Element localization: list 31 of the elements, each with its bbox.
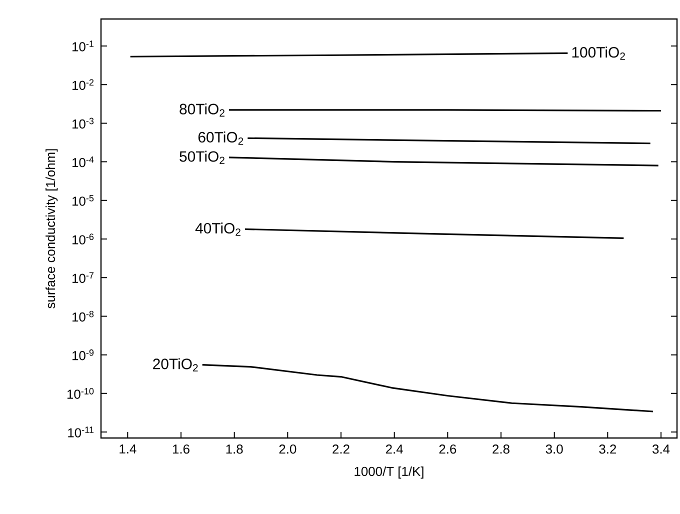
y-tick-label: 10$^{-1}$ [72, 40, 94, 52]
y-tick-label: 10$^{-2}$ [72, 79, 94, 90]
y-tick-label: 10$^{-11}$ [68, 426, 94, 438]
x-tick-label: 2.4 [386, 444, 403, 454]
series-label: 20TiO$_{2}$ [153, 358, 198, 372]
x-tick-label: 1.4 [120, 444, 136, 454]
x-tick-label: 1.8 [226, 444, 243, 454]
series-label: 40TiO$_{2}$ [195, 222, 240, 236]
series-label: 80TiO$_{2}$ [180, 103, 224, 117]
y-tick-label: 10$^{-7}$ [72, 272, 94, 283]
x-axis-title: 1000/T [1/K] [354, 466, 424, 479]
x-tick-label: 2.6 [439, 444, 456, 454]
x-tick-label: 3.2 [599, 444, 616, 454]
y-tick-label: 10$^{-6}$ [72, 234, 94, 244]
x-tick-label: 2.2 [332, 444, 350, 454]
x-tick-label: 1.6 [172, 444, 190, 454]
x-tick-label: 3.4 [652, 444, 670, 454]
y-tick-label: 10$^{-10}$ [67, 388, 94, 399]
y-tick-label: 10$^{-9}$ [72, 349, 94, 360]
y-tick-label: 10$^{-3}$ [72, 118, 94, 129]
y-tick-label: 10$^{-5}$ [72, 195, 94, 206]
series-label: 50TiO$_{2}$ [180, 150, 224, 164]
line-series [202, 364, 654, 412]
y-tick-label: 10$^{-4}$ [72, 156, 94, 168]
x-tick-label: 2.0 [279, 444, 296, 454]
x-tick-label: 2.8 [492, 444, 510, 454]
x-tick-label: 3.0 [546, 444, 563, 454]
series-label: 60TiO$_{2}$ [198, 132, 244, 145]
y-axis-title: surface conductivity [1/ohm] [46, 149, 58, 308]
series-label: 100TiO$_{2}$ [572, 46, 625, 60]
y-tick-label: 10$^{-8}$ [72, 310, 94, 322]
